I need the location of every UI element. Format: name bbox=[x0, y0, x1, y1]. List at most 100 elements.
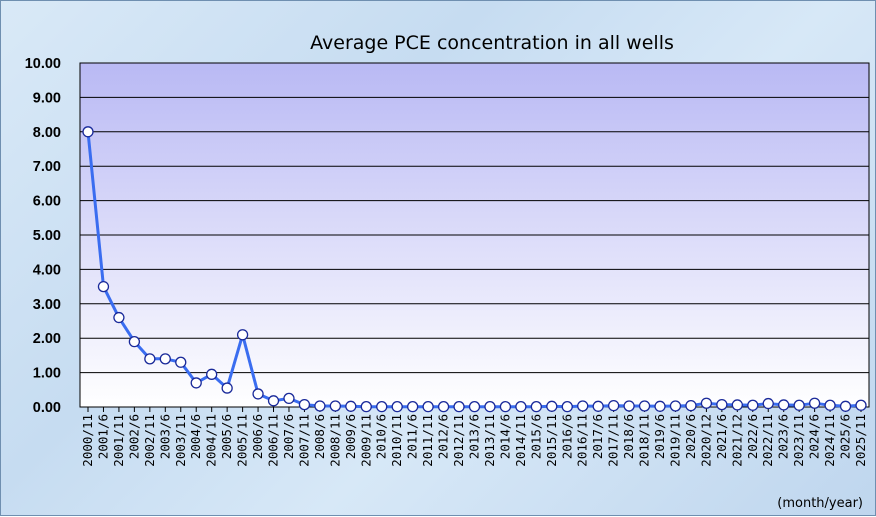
data-point bbox=[128, 335, 141, 348]
x-tick-label: 2015/6 bbox=[528, 414, 543, 459]
data-point bbox=[546, 400, 558, 412]
x-tick-label: 2016/11 bbox=[575, 414, 590, 467]
x-tick-label: 2025/11 bbox=[853, 414, 868, 467]
data-point bbox=[577, 400, 589, 412]
x-tick-label: 2001/11 bbox=[111, 414, 126, 467]
data-point bbox=[206, 368, 218, 380]
x-tick-label: 2006/6 bbox=[250, 414, 265, 459]
x-tick-label: 2003/6 bbox=[157, 414, 172, 459]
x-tick-label: 2019/6 bbox=[652, 414, 667, 459]
x-tick-label: 2019/11 bbox=[667, 414, 682, 467]
data-point bbox=[607, 399, 620, 412]
x-axis-label: (month/year) bbox=[777, 496, 863, 511]
x-tick-label: 2001/6 bbox=[95, 414, 110, 459]
y-tick-label: 3.00 bbox=[33, 297, 61, 313]
x-tick-label: 2009/6 bbox=[343, 414, 358, 459]
data-point bbox=[159, 353, 171, 365]
data-point bbox=[391, 401, 403, 413]
data-point bbox=[437, 401, 450, 413]
x-tick-label: 2004/11 bbox=[204, 414, 219, 467]
data-point bbox=[623, 400, 635, 412]
data-point bbox=[700, 397, 713, 409]
data-point bbox=[376, 401, 388, 413]
series-pce bbox=[82, 126, 867, 413]
x-tick-label: 2017/6 bbox=[590, 414, 605, 459]
data-point bbox=[360, 401, 372, 413]
x-tick-label: 2010/11 bbox=[389, 414, 404, 467]
data-point bbox=[499, 401, 512, 413]
x-tick-label: 2020/6 bbox=[683, 414, 698, 459]
x-tick-label: 2013/11 bbox=[482, 414, 497, 467]
data-point bbox=[175, 356, 187, 368]
y-tick-label: 2.00 bbox=[33, 331, 61, 347]
data-point bbox=[283, 392, 295, 405]
x-tick-label: 2023/6 bbox=[776, 414, 791, 459]
data-point bbox=[638, 400, 651, 412]
x-tick-label: 2014/6 bbox=[497, 414, 512, 459]
data-point bbox=[97, 280, 110, 293]
x-tick-label: 2018/6 bbox=[621, 414, 636, 459]
x-tick-label: 2009/11 bbox=[358, 414, 373, 467]
data-point bbox=[314, 400, 326, 412]
data-point bbox=[407, 401, 419, 413]
data-point bbox=[747, 399, 759, 411]
x-tick-label: 2012/6 bbox=[436, 414, 451, 459]
data-point bbox=[824, 399, 836, 411]
x-tick-label: 2014/11 bbox=[513, 414, 528, 467]
data-point bbox=[422, 401, 434, 413]
data-point bbox=[808, 397, 821, 409]
y-tick-label: 9.00 bbox=[33, 90, 61, 106]
x-tick-label: 2021/6 bbox=[714, 414, 729, 459]
data-point bbox=[113, 311, 125, 324]
data-point bbox=[453, 401, 465, 413]
x-tick-label: 2002/6 bbox=[126, 414, 141, 459]
x-tick-label: 2008/6 bbox=[312, 414, 327, 459]
x-tick-label: 2022/6 bbox=[745, 414, 760, 459]
data-point bbox=[221, 382, 233, 394]
y-tick-label: 0.00 bbox=[33, 400, 61, 416]
x-tick-label: 2025/6 bbox=[838, 414, 853, 459]
x-tick-label: 2015/11 bbox=[544, 414, 559, 467]
y-tick-label: 8.00 bbox=[33, 125, 61, 141]
x-tick-label: 2011/6 bbox=[405, 414, 420, 459]
x-tick-label: 2002/11 bbox=[142, 414, 157, 467]
x-tick-label: 2005/6 bbox=[219, 414, 234, 459]
x-tick-label: 2010/6 bbox=[374, 414, 389, 459]
x-tick-label: 2016/6 bbox=[559, 414, 574, 459]
data-point bbox=[515, 401, 527, 413]
y-tick-label: 1.00 bbox=[33, 366, 61, 382]
data-point bbox=[685, 399, 697, 412]
x-tick-label: 2006/11 bbox=[266, 414, 281, 467]
data-point bbox=[267, 395, 280, 407]
x-tick-label: 2000/11 bbox=[80, 414, 95, 467]
x-tick-label: 2007/6 bbox=[281, 414, 296, 459]
data-point bbox=[530, 401, 542, 413]
data-point bbox=[716, 398, 728, 411]
data-point bbox=[329, 400, 342, 412]
y-tick-label: 10.00 bbox=[25, 56, 61, 72]
x-axis-ticks: 2000/11 2001/6 2001/11 2002/6 2002/11 2003/6 2… bbox=[80, 407, 868, 467]
data-point bbox=[592, 400, 604, 412]
chart-title: Average PCE concentration in all wells bbox=[310, 32, 674, 54]
x-tick-label: 2008/11 bbox=[327, 414, 342, 467]
data-point bbox=[236, 329, 249, 341]
x-tick-label: 2017/11 bbox=[606, 414, 621, 467]
data-point bbox=[731, 399, 743, 411]
data-point bbox=[252, 388, 264, 400]
y-tick-label: 4.00 bbox=[33, 262, 61, 278]
data-point bbox=[855, 399, 867, 411]
x-tick-label: 2023/11 bbox=[791, 414, 806, 467]
data-point bbox=[190, 377, 202, 389]
data-point bbox=[762, 397, 774, 410]
data-point bbox=[144, 353, 156, 365]
data-point bbox=[778, 399, 790, 411]
data-point bbox=[793, 399, 805, 411]
x-tick-label: 2004/6 bbox=[188, 414, 203, 459]
x-tick-label: 2003/11 bbox=[173, 414, 188, 467]
y-axis-ticks: 0.00 1.00 2.00 3.00 4.00 5.00 6.00 7.00 8.00 9.00… bbox=[25, 56, 61, 416]
y-tick-label: 6.00 bbox=[33, 194, 61, 210]
x-tick-label: 2020/12 bbox=[698, 414, 713, 467]
x-tick-label: 2024/6 bbox=[807, 414, 822, 459]
